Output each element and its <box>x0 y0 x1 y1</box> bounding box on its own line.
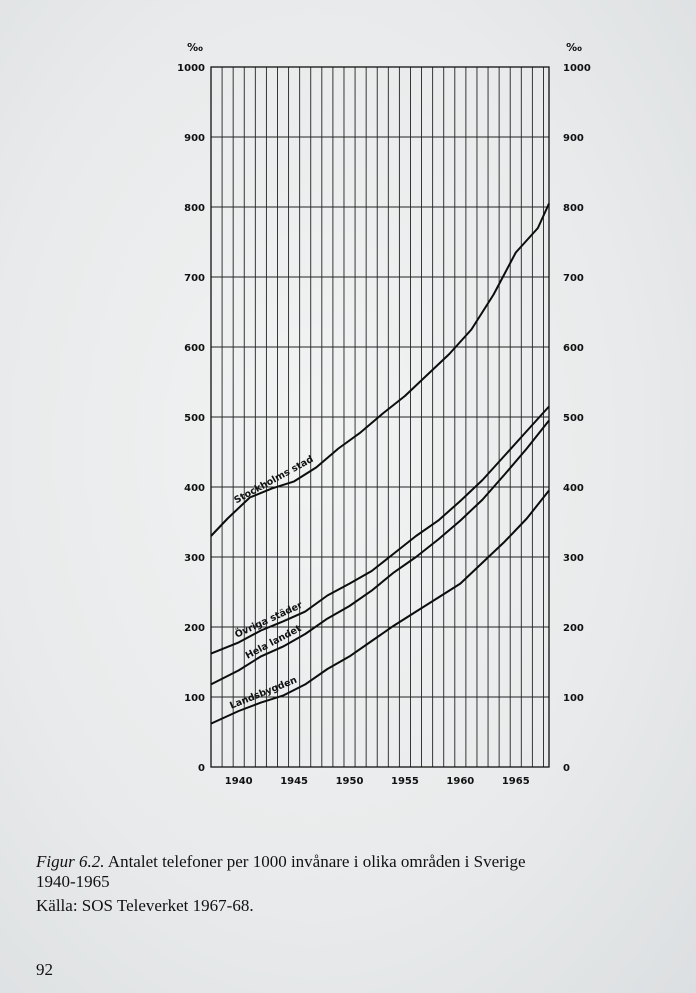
x-tick-label: 1945 <box>280 776 308 787</box>
figure-label: Figur 6.2. <box>36 852 105 871</box>
y-tick-label-right: 300 <box>563 553 584 564</box>
caption-years: 1940-1965 <box>36 872 110 891</box>
figure-caption: Figur 6.2. Antalet telefoner per 1000 in… <box>36 852 696 892</box>
series-line-stockholms-stad <box>210 203 550 537</box>
y-tick-label-right: 500 <box>563 413 584 424</box>
line-chart: 0 0 100 100 200 200 300 300 400 400 500 500 600 600 70… <box>177 41 591 787</box>
x-tick-label: 1960 <box>446 776 474 787</box>
y-tick-label-left: 900 <box>184 133 205 144</box>
series-line-hela-landet <box>210 419 550 686</box>
x-tick-label: 1940 <box>225 776 253 787</box>
page-number: 92 <box>36 960 53 979</box>
y-tick-label-right: 200 <box>563 623 584 634</box>
y-tick-label-left: 300 <box>184 553 205 564</box>
y-unit-left: ‰ <box>187 41 203 54</box>
y-tick-label-right: 100 <box>563 693 584 704</box>
y-tick-label-left: 500 <box>184 413 205 424</box>
caption-text: Antalet telefoner per 1000 invånare i ol… <box>107 852 526 871</box>
y-tick-label-right: 900 <box>563 133 584 144</box>
x-tick-label: 1955 <box>391 776 419 787</box>
y-tick-label-right: 0 <box>563 763 570 774</box>
y-tick-label-left: 100 <box>184 693 205 704</box>
y-unit-right: ‰ <box>566 41 582 54</box>
y-tick-label-right: 800 <box>563 203 584 214</box>
y-tick-label-left: 200 <box>184 623 205 634</box>
x-tick-label: 1965 <box>502 776 530 787</box>
y-tick-label-right: 1000 <box>563 63 591 74</box>
plot-frame <box>210 66 550 768</box>
y-tick-label-left: 0 <box>198 763 205 774</box>
y-tick-label-right: 700 <box>563 273 584 284</box>
series-line-vriga-st-der <box>210 405 550 655</box>
source-note: Källa: SOS Televerket 1967-68. <box>36 896 254 915</box>
y-tick-label-left: 800 <box>184 203 205 214</box>
y-tick-label-left: 1000 <box>177 63 205 74</box>
y-tick-label-left: 700 <box>184 273 205 284</box>
y-tick-label-right: 400 <box>563 483 584 494</box>
series-label-stockholms-stad: Stockholms stad <box>232 454 315 506</box>
y-tick-label-left: 400 <box>184 483 205 494</box>
y-tick-label-right: 600 <box>563 343 584 354</box>
y-tick-label-left: 600 <box>184 343 205 354</box>
x-tick-label: 1950 <box>336 776 364 787</box>
series-line-landsbygden <box>210 489 550 725</box>
